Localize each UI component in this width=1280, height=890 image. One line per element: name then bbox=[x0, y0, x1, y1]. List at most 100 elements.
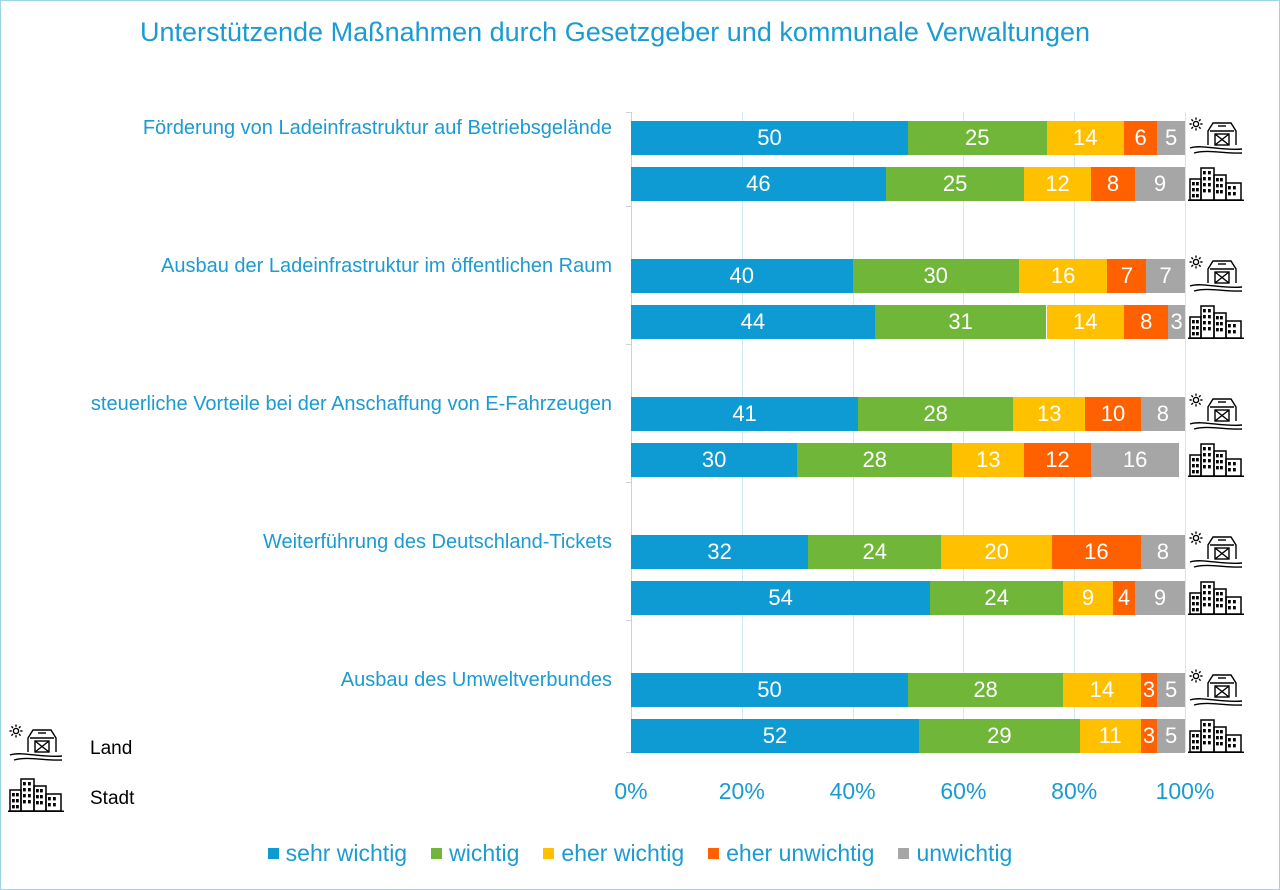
legend-label: eher wichtig bbox=[561, 839, 685, 866]
data-label: 3 bbox=[1170, 309, 1183, 334]
bar-segment-land bbox=[1124, 121, 1158, 155]
data-label: 9 bbox=[1081, 585, 1095, 610]
bar-segment-stadt bbox=[1090, 443, 1180, 477]
bar-segment-land bbox=[631, 259, 853, 293]
bar-segment-land bbox=[1052, 535, 1141, 569]
bar-segment-land bbox=[631, 535, 809, 569]
bar-segment-stadt bbox=[952, 443, 1025, 477]
legend-item: eher unwichtig bbox=[708, 840, 874, 867]
bar-segment-stadt bbox=[1135, 581, 1185, 615]
bar-segment-land bbox=[631, 673, 908, 707]
bar-segment-stadt bbox=[1024, 167, 1091, 201]
data-label: 24 bbox=[862, 539, 887, 564]
category-label: Förderung von Ladeinfrastruktur auf Betr… bbox=[142, 117, 612, 139]
data-label: 9 bbox=[1153, 171, 1167, 196]
bar-segment-stadt bbox=[631, 443, 798, 477]
data-label: 12 bbox=[1045, 171, 1070, 196]
data-label: 4 bbox=[1117, 585, 1131, 610]
data-label: 52 bbox=[762, 723, 788, 748]
data-label: 5 bbox=[1165, 125, 1178, 150]
legend-item: eher wichtig bbox=[543, 840, 684, 867]
data-label: 16 bbox=[1050, 263, 1076, 288]
gridline bbox=[852, 112, 854, 752]
farm-barn-icon bbox=[1188, 253, 1244, 298]
legend-swatch bbox=[543, 847, 555, 859]
data-label: 41 bbox=[732, 401, 757, 426]
bar-segment-land bbox=[1063, 673, 1141, 707]
chart-title: Unterstützende Maßnahmen durch Gesetzgeb… bbox=[139, 17, 1091, 47]
bar-segment-stadt bbox=[874, 305, 1047, 339]
bar-segment-stadt bbox=[1168, 305, 1185, 339]
bar-segment-stadt bbox=[1024, 443, 1091, 477]
bar-segment-stadt bbox=[1063, 581, 1113, 615]
data-label: 11 bbox=[1098, 723, 1122, 748]
city-buildings-icon bbox=[1188, 579, 1244, 620]
bar-segment-stadt bbox=[1124, 305, 1169, 339]
x-tick-label: 0% bbox=[614, 778, 648, 804]
data-label: 8 bbox=[1156, 401, 1169, 426]
data-label: 8 bbox=[1156, 539, 1169, 564]
bar-segment-land bbox=[1018, 259, 1108, 293]
x-tick-label: 20% bbox=[718, 778, 765, 804]
data-label: 13 bbox=[976, 447, 1001, 472]
data-label: 16 bbox=[1084, 539, 1109, 564]
y-axis-tick bbox=[626, 112, 632, 113]
farm-barn-icon bbox=[1188, 391, 1244, 436]
data-label: 46 bbox=[746, 171, 771, 196]
data-label: 5 bbox=[1165, 723, 1178, 748]
data-label: 28 bbox=[973, 677, 998, 702]
category-label: Ausbau der Ladeinfrastruktur im öffentli… bbox=[161, 255, 612, 277]
city-buildings-icon bbox=[1188, 441, 1244, 482]
data-label: 7 bbox=[1159, 263, 1172, 288]
bar-segment-stadt bbox=[797, 443, 953, 477]
data-label: 13 bbox=[1037, 401, 1062, 426]
legend-item: sehr wichtig bbox=[267, 840, 407, 867]
farm-barn-icon bbox=[8, 722, 64, 767]
data-label: 14 bbox=[1073, 309, 1098, 334]
y-axis-tick bbox=[626, 482, 632, 483]
data-label: 29 bbox=[987, 723, 1012, 748]
bar-segment-land bbox=[631, 121, 908, 155]
bar-segment-land bbox=[1140, 673, 1158, 707]
data-label: 25 bbox=[942, 171, 968, 196]
legend-item: unwichtig bbox=[898, 840, 1012, 867]
data-label: 7 bbox=[1120, 263, 1133, 288]
legend-swatch bbox=[431, 847, 443, 859]
data-label: 24 bbox=[984, 585, 1009, 610]
y-axis-tick bbox=[626, 752, 632, 753]
bar-segment-land bbox=[1157, 673, 1185, 707]
data-label: 20 bbox=[984, 539, 1009, 564]
legend-swatch bbox=[708, 847, 720, 859]
bar-segment-land bbox=[908, 673, 1064, 707]
bar-segment-stadt bbox=[1079, 719, 1141, 753]
bar-segment-land bbox=[1013, 397, 1086, 431]
bar-segment-land bbox=[941, 535, 1053, 569]
data-label: 54 bbox=[768, 585, 793, 610]
legend-swatch bbox=[898, 847, 910, 859]
bar-segment-stadt bbox=[631, 305, 875, 339]
legend-item: wichtig bbox=[431, 840, 519, 867]
data-label: 50 bbox=[757, 677, 782, 702]
data-label: 3 bbox=[1142, 677, 1156, 702]
data-label: 25 bbox=[965, 125, 990, 150]
data-label: 50 bbox=[757, 125, 782, 150]
bar-segment-stadt bbox=[1090, 167, 1136, 201]
gridline bbox=[741, 112, 743, 752]
data-label: 28 bbox=[923, 401, 948, 426]
gridline bbox=[1074, 112, 1076, 752]
x-tick-label: 40% bbox=[829, 778, 876, 804]
data-label: 8 bbox=[1106, 171, 1120, 196]
bar-segment-land bbox=[1085, 397, 1141, 431]
data-label: 31 bbox=[948, 309, 973, 334]
data-label: 5 bbox=[1165, 677, 1178, 702]
data-label: 6 bbox=[1134, 125, 1147, 150]
data-label: 28 bbox=[862, 447, 887, 472]
gridline bbox=[1185, 112, 1186, 752]
bar-segment-stadt bbox=[631, 167, 886, 201]
icon-key-label: Land bbox=[90, 738, 133, 759]
data-label: 32 bbox=[707, 539, 732, 564]
data-label: 12 bbox=[1045, 447, 1070, 472]
city-buildings-icon bbox=[1188, 717, 1244, 758]
bar-segment-land bbox=[631, 397, 859, 431]
bar-segment-stadt bbox=[885, 167, 1025, 201]
